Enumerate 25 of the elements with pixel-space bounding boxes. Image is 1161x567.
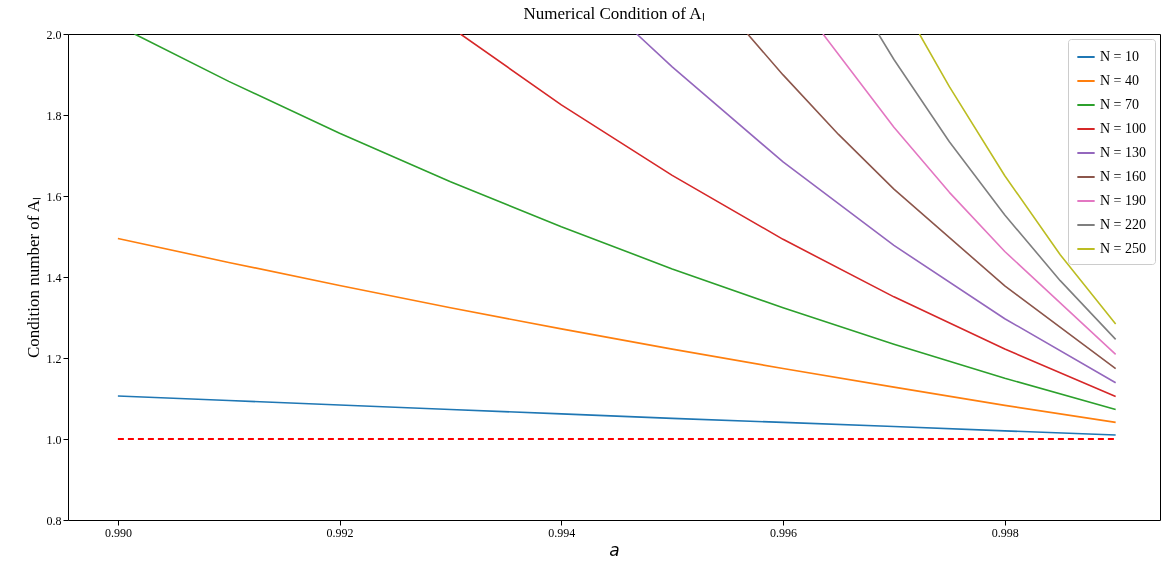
y-tick-label: 2.0 — [46, 27, 62, 42]
legend-label: N = 40 — [1100, 73, 1140, 88]
legend-label: N = 220 — [1100, 217, 1147, 232]
y-tick-label: 1.8 — [46, 108, 62, 123]
y-tick-label: 1.2 — [46, 351, 62, 366]
chart-title: Numerical Condition of Aₗ — [523, 4, 705, 23]
x-tick-label: 0.990 — [104, 525, 132, 540]
x-tick-label: 0.994 — [548, 525, 576, 540]
x-tick-label: 0.992 — [326, 525, 354, 540]
line-series — [117, 395, 1117, 436]
legend-label: N = 70 — [1100, 97, 1140, 112]
legend-label: N = 250 — [1100, 241, 1147, 256]
y-tick-label: 1.4 — [46, 270, 62, 285]
legend-label: N = 160 — [1100, 169, 1147, 184]
x-tick-label: 0.998 — [991, 525, 1019, 540]
y-axis-title: Condition number of Aₗ — [23, 196, 43, 359]
legend-label: N = 10 — [1100, 49, 1140, 64]
y-tick-label: 1.6 — [46, 189, 62, 204]
y-tick-label: 1.0 — [46, 432, 62, 447]
legend-label: N = 190 — [1100, 193, 1147, 208]
x-axis-title: a — [609, 539, 620, 560]
legend-label: N = 130 — [1100, 145, 1147, 160]
x-tick-label: 0.996 — [770, 525, 798, 540]
legend-label: N = 100 — [1100, 121, 1147, 136]
y-tick-label: 0.8 — [46, 513, 62, 528]
